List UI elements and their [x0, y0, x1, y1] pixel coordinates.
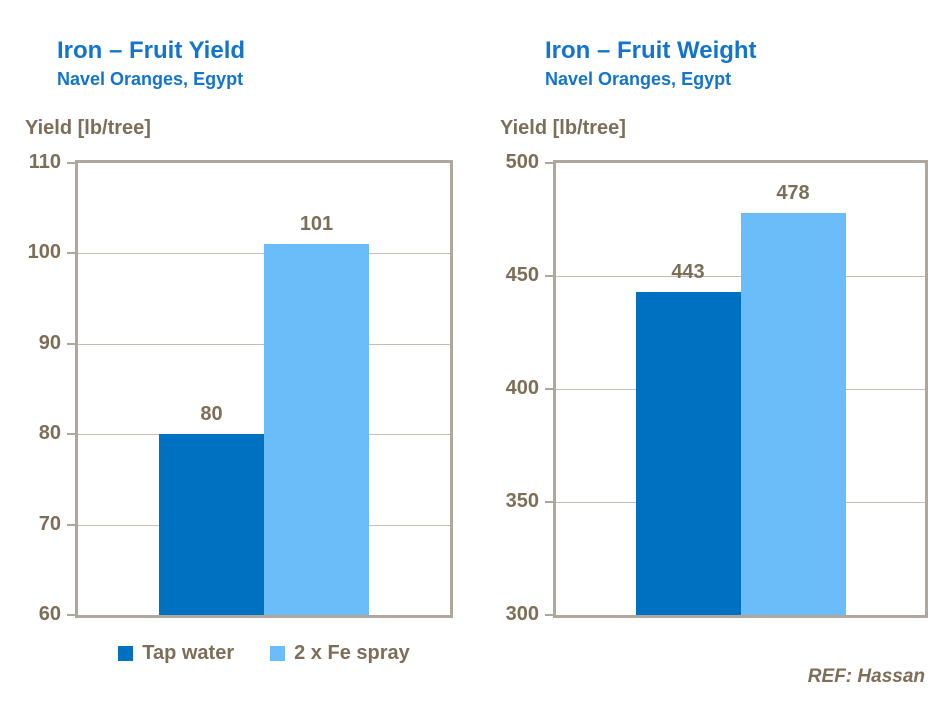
y-tick-label: 110 — [28, 151, 61, 173]
bar-tap-water — [635, 291, 741, 615]
y-tick-label: 60 — [38, 603, 61, 625]
y-axis-title: Yield [lb/tree] — [25, 117, 151, 139]
y-tick-mark — [67, 342, 75, 345]
bar-tap-water — [159, 434, 264, 615]
plot-area: 80 101 — [75, 160, 453, 618]
fruit-weight-chart: Iron – Fruit Weight Navel Oranges, Egypt… — [495, 30, 949, 690]
bar-value-label: 443 — [671, 260, 705, 283]
chart-subtitle: Navel Oranges, Egypt — [545, 69, 732, 89]
legend-item-fe-spray: 2 x Fe spray — [270, 642, 410, 665]
legend-label: Tap water — [142, 642, 235, 664]
y-tick-mark — [67, 162, 75, 164]
y-tick-label: 350 — [505, 490, 539, 512]
y-tick-mark — [67, 433, 75, 436]
y-tick-mark — [67, 252, 75, 255]
plot-area: 443 478 — [553, 160, 928, 618]
y-tick-label: 500 — [505, 151, 539, 173]
bar-2-x-fe-spray — [264, 244, 369, 615]
legend-item-tap-water: Tap water — [118, 642, 234, 665]
y-tick-mark — [67, 523, 75, 526]
bar-value-label: 478 — [776, 181, 810, 204]
y-tick-label: 70 — [38, 512, 61, 535]
y-tick-label: 100 — [27, 241, 61, 264]
fruit-yield-chart: Iron – Fruit Yield Navel Oranges, Egypt … — [20, 30, 465, 690]
y-tick-mark — [545, 614, 553, 616]
bar-2-x-fe-spray — [740, 212, 846, 615]
reference-label: REF: Hassan — [807, 666, 925, 687]
y-tick-label: 300 — [505, 603, 539, 625]
y-tick-mark — [545, 388, 553, 390]
y-tick-label: 450 — [505, 264, 539, 286]
y-tick-mark — [545, 162, 553, 164]
y-tick-mark — [545, 501, 553, 503]
legend-label: 2 x Fe spray — [294, 642, 410, 664]
legend: Tap water 2 x Fe spray — [75, 642, 453, 665]
y-tick-label: 80 — [38, 422, 61, 445]
chart-title: Iron – Fruit Weight — [545, 37, 757, 64]
chart-title: Iron – Fruit Yield — [57, 37, 246, 64]
legend-swatch-light-blue — [270, 646, 286, 661]
y-tick-label: 90 — [38, 331, 61, 354]
y-axis-title: Yield [lb/tree] — [500, 117, 626, 139]
y-tick-mark — [545, 275, 553, 277]
y-tick-label: 400 — [505, 377, 539, 399]
bar-value-label: 80 — [200, 403, 223, 426]
legend-swatch-dark-blue — [118, 646, 134, 661]
bar-value-label: 101 — [299, 213, 334, 236]
chart-subtitle: Navel Oranges, Egypt — [57, 69, 244, 89]
y-tick-mark — [67, 614, 75, 616]
